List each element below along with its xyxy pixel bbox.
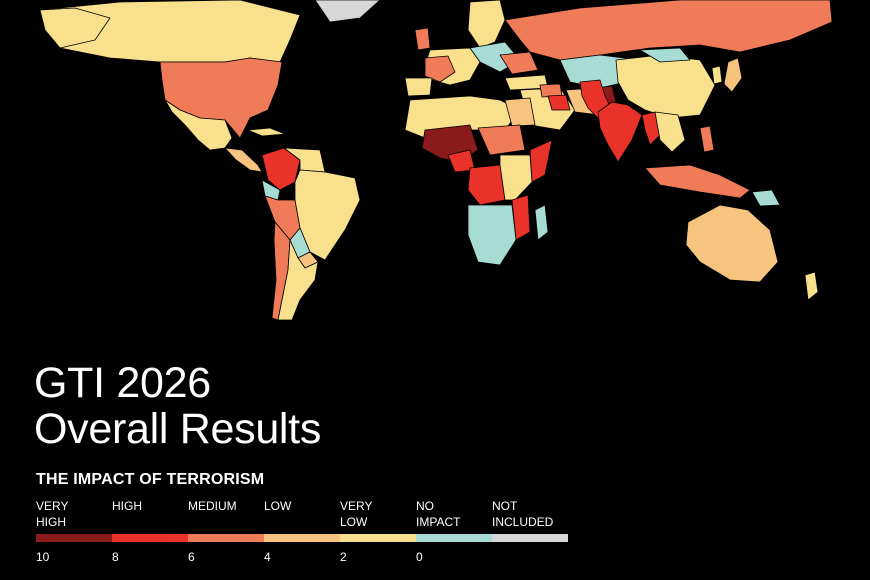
title-line-2: Overall Results: [34, 405, 322, 453]
map-region-east-africa: [499, 154, 533, 201]
map-region-russia: [504, 0, 833, 61]
legend-swatch-very-high: [36, 534, 112, 542]
legend-swatch-low: [264, 534, 340, 542]
legend-tick-4: 4: [264, 550, 271, 564]
title-line-1: GTI 2026: [34, 359, 211, 407]
legend-label-low: LOW: [264, 499, 292, 513]
map-region-australia: [685, 204, 779, 283]
legend-label-high: HIGH: [112, 499, 142, 513]
map-region-india: [597, 101, 643, 163]
map-region-uk: [414, 27, 431, 51]
legend-tick-2: 2: [340, 550, 347, 564]
map-region-new-zealand: [804, 271, 819, 301]
map-region-somalia: [529, 139, 553, 183]
world-map: [39, 0, 833, 321]
map-region-alaska: [39, 7, 111, 49]
legend-swatch-very-low: [340, 534, 416, 542]
legend-swatch-not-included: [492, 534, 568, 542]
legend-label-no-impact: NO IMPACT: [416, 499, 461, 529]
map-region-france: [424, 55, 456, 83]
map-region-brazil: [294, 169, 361, 261]
legend: VERY HIGH HIGH MEDIUM LOW VERY LOW NO IM…: [36, 498, 572, 568]
legend-color-bar: [36, 534, 568, 542]
legend-swatch-medium: [188, 534, 264, 542]
map-region-myanmar: [641, 111, 661, 146]
map-region-central-america: [224, 147, 263, 173]
map-region-southern-africa: [467, 204, 517, 266]
legend-tick-0: 0: [416, 550, 423, 564]
map-region-chad-sudan: [477, 124, 526, 156]
legend-label-not-included: NOT INCLUDED: [492, 499, 554, 529]
map-region-indonesia: [644, 164, 751, 199]
map-region-scandinavia: [467, 0, 506, 49]
map-region-madagascar: [534, 204, 549, 241]
legend-label-medium: MEDIUM: [188, 499, 237, 513]
map-region-japan: [723, 57, 743, 93]
map-region-mongolia: [639, 47, 691, 63]
legend-label-very-low: VERY LOW: [340, 499, 373, 529]
map-region-iraq: [547, 94, 571, 111]
page-title: GTI 2026 Overall Results: [34, 360, 321, 452]
legend-swatch-high: [112, 534, 188, 542]
legend-tick-10: 10: [36, 550, 50, 564]
legend-tick-8: 8: [112, 550, 119, 564]
map-region-greenland: [314, 0, 381, 23]
map-region-cuba: [247, 127, 286, 137]
map-region-egypt: [504, 97, 536, 127]
map-region-drc: [467, 164, 506, 206]
map-region-spain: [404, 77, 433, 97]
map-region-argentina: [277, 239, 319, 321]
map-region-southeast-asia: [654, 111, 686, 153]
world-map-svg: [39, 0, 833, 321]
legend-tick-6: 6: [188, 550, 195, 564]
map-region-ukraine: [499, 51, 539, 75]
legend-swatch-no-impact: [416, 534, 492, 542]
map-region-philippines: [699, 125, 715, 153]
subtitle: THE IMPACT OF TERRORISM: [36, 471, 265, 488]
map-region-korea: [711, 65, 723, 85]
legend-label-very-high: VERY HIGH: [36, 499, 69, 529]
map-region-papua: [751, 189, 781, 207]
